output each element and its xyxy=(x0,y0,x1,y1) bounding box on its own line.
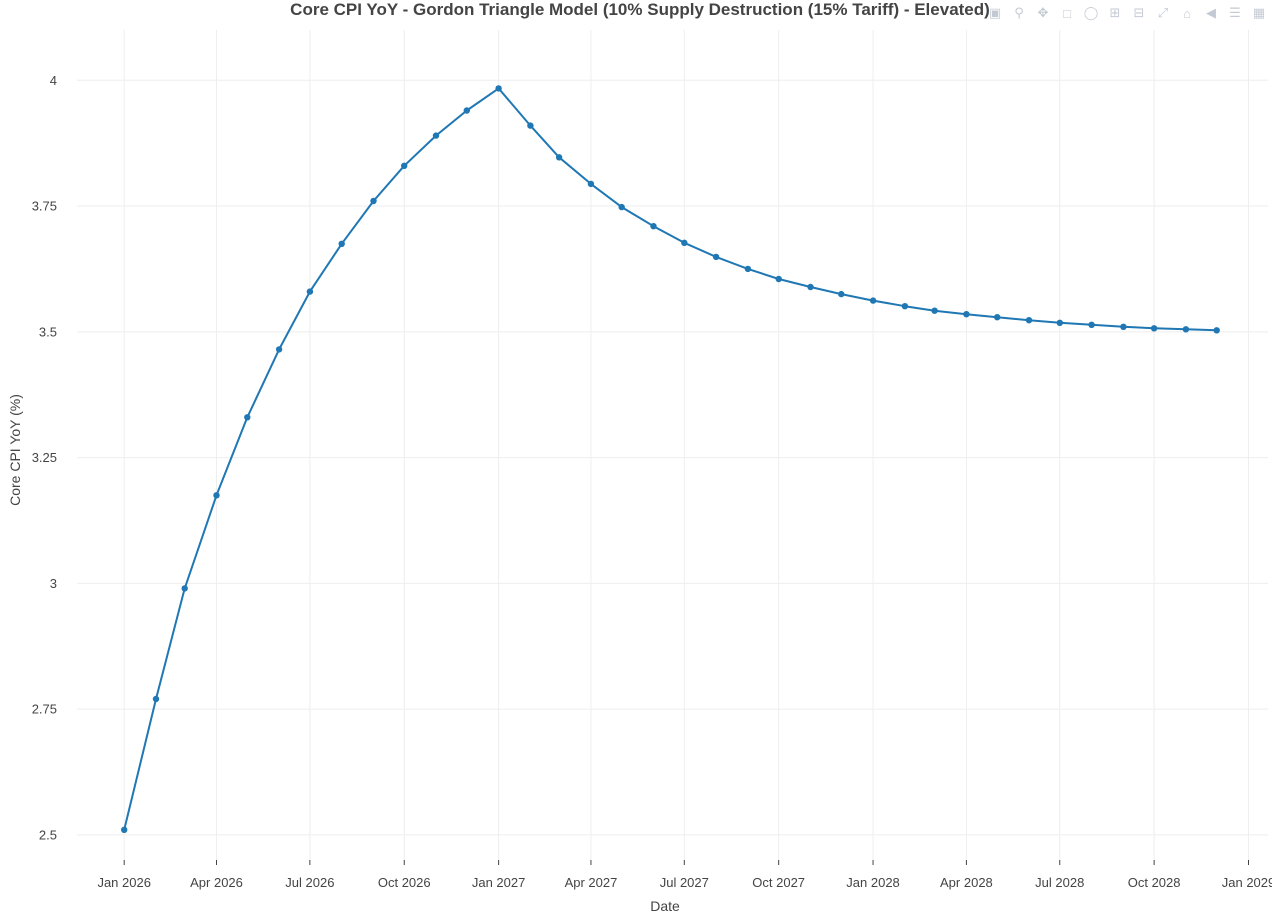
autoscale-icon[interactable]: ⤢ xyxy=(1157,5,1169,20)
data-point xyxy=(681,239,688,246)
grid-layer xyxy=(77,30,1268,860)
modebar: ▣ ⚲ ✥ □ ◯ ⊞ ⊟ ⤢ ⌂ ◀ ☰ ▦ xyxy=(986,4,1268,22)
data-point xyxy=(1182,326,1190,333)
zoom-icon[interactable]: ⚲ xyxy=(1014,5,1024,20)
y-tick-label: 3.25 xyxy=(32,450,57,465)
data-point xyxy=(712,253,720,261)
data-point xyxy=(463,107,470,114)
data-point xyxy=(401,162,408,169)
y-tick-label: 4 xyxy=(50,73,57,88)
x-tick-label: Apr 2026 xyxy=(190,875,243,890)
x-tick-label: Apr 2028 xyxy=(940,875,993,890)
home-icon[interactable]: ⌂ xyxy=(1183,5,1191,21)
data-point xyxy=(1120,323,1127,330)
x-tick-label: Jul 2028 xyxy=(1035,875,1084,890)
data-point xyxy=(1150,325,1158,332)
box-select-icon[interactable]: □ xyxy=(1063,5,1071,21)
data-point xyxy=(901,303,909,310)
x-tick-label: Oct 2027 xyxy=(752,875,805,890)
x-tick-label: Jan 2027 xyxy=(472,875,526,890)
data-point xyxy=(152,695,160,703)
data-point xyxy=(338,240,345,247)
camera-icon[interactable]: ▣ xyxy=(988,5,1002,20)
data-point xyxy=(555,154,563,161)
data-point xyxy=(370,197,377,205)
data-point xyxy=(1088,321,1095,328)
y-axis-label: Core CPI YoY (%) xyxy=(7,394,23,506)
series-layer xyxy=(121,85,1220,833)
plotly-logo-icon[interactable]: ▦ xyxy=(1252,5,1266,20)
y-tick-label: 3.5 xyxy=(39,324,57,339)
x-tick-label: Jan 2026 xyxy=(97,875,151,890)
data-point xyxy=(213,492,220,499)
zoom-in-icon[interactable]: ⊞ xyxy=(1109,5,1121,20)
x-axis-label: Date xyxy=(650,898,680,914)
data-point xyxy=(994,314,1001,321)
spike-icon[interactable]: ◀ xyxy=(1206,5,1216,20)
y-tick-label: 2.75 xyxy=(32,702,57,717)
data-point xyxy=(244,414,251,421)
data-point xyxy=(744,265,752,273)
x-tick-label: Oct 2028 xyxy=(1128,875,1181,890)
data-point xyxy=(963,311,970,318)
x-tick-label: Jan 2028 xyxy=(846,875,900,890)
x-tick-label: Apr 2027 xyxy=(565,875,618,890)
data-point xyxy=(181,585,188,592)
y-tick-label: 2.5 xyxy=(39,827,57,842)
data-point xyxy=(432,132,440,139)
series-line xyxy=(123,87,1217,831)
compare-icon[interactable]: ☰ xyxy=(1229,5,1241,20)
zoom-out-icon[interactable]: ⊟ xyxy=(1133,5,1145,20)
x-tick-label: Oct 2026 xyxy=(378,875,431,890)
pan-icon[interactable]: ✥ xyxy=(1037,5,1049,20)
data-point xyxy=(931,307,938,314)
data-point xyxy=(495,85,502,92)
data-point xyxy=(618,203,625,211)
data-point xyxy=(1025,317,1033,324)
data-point xyxy=(121,826,128,833)
data-point xyxy=(587,180,595,188)
data-point xyxy=(275,346,283,353)
x-tick-label: Jan 2029 xyxy=(1222,875,1272,890)
data-point xyxy=(527,122,534,129)
x-tick-label: Jul 2026 xyxy=(285,875,334,890)
data-point xyxy=(306,288,314,295)
y-tick-label: 3 xyxy=(50,576,57,591)
data-point xyxy=(807,283,814,291)
axis-layer: Jan 2026 Apr 2026 Jul 2026 Oct 2026 Jan 2027… xyxy=(32,73,1272,890)
lasso-icon[interactable]: ◯ xyxy=(1083,5,1099,20)
x-tick-label: Jul 2027 xyxy=(660,875,709,890)
data-point xyxy=(869,297,877,304)
data-point xyxy=(1213,327,1220,334)
data-point xyxy=(838,290,845,298)
y-tick-label: 3.75 xyxy=(32,199,57,214)
data-point xyxy=(1056,319,1064,326)
data-point xyxy=(775,275,782,283)
data-point xyxy=(650,223,657,230)
chart-title: Core CPI YoY - Gordon Triangle Model (10… xyxy=(290,0,990,19)
